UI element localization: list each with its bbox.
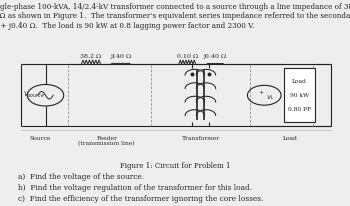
Text: Figure 1: Circuit for Problem 1: Figure 1: Circuit for Problem 1 bbox=[120, 162, 230, 170]
Text: Source: Source bbox=[29, 135, 51, 140]
Text: b)  Find the voltage regulation of the transformer for this load.: b) Find the voltage regulation of the tr… bbox=[18, 183, 252, 191]
Text: +: + bbox=[259, 90, 264, 95]
Text: 90 kW: 90 kW bbox=[290, 92, 309, 97]
Text: j140 Ω: j140 Ω bbox=[110, 54, 131, 59]
Text: c)  Find the efficiency of the transformer ignoring the core losses.: c) Find the efficiency of the transforme… bbox=[18, 194, 263, 202]
Text: Load: Load bbox=[283, 135, 298, 140]
Text: $V_{source}$: $V_{source}$ bbox=[23, 90, 44, 100]
Text: Transformer: Transformer bbox=[182, 135, 220, 140]
Text: A single-phase 100-kVA, 14/2.4-kV transformer connected to a source through a li: A single-phase 100-kVA, 14/2.4-kV transf… bbox=[0, 3, 350, 29]
Text: $V_L$: $V_L$ bbox=[266, 92, 274, 101]
Text: Load: Load bbox=[292, 78, 307, 83]
Text: Feeder
(transmission line): Feeder (transmission line) bbox=[78, 135, 135, 146]
Text: 0.10 Ω: 0.10 Ω bbox=[177, 54, 198, 59]
Text: 38.2 Ω: 38.2 Ω bbox=[80, 54, 101, 59]
Bar bbox=[284, 69, 315, 123]
Text: a)  Find the voltage of the source.: a) Find the voltage of the source. bbox=[18, 172, 144, 180]
Text: 0.80 PF: 0.80 PF bbox=[288, 106, 311, 111]
Text: j0.40 Ω: j0.40 Ω bbox=[204, 54, 227, 59]
